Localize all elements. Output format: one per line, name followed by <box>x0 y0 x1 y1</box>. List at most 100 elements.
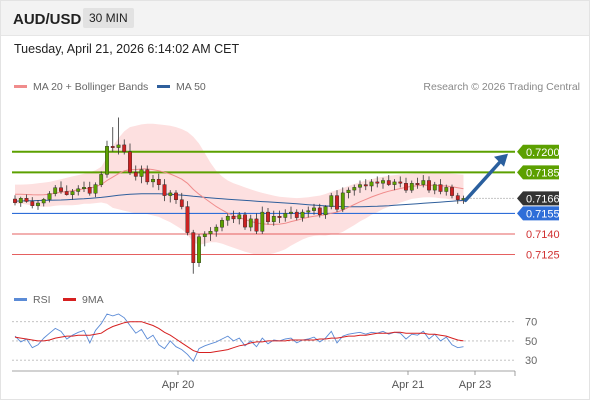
level-label-tag <box>517 144 559 159</box>
legend-rsi-label: RSI <box>33 294 51 306</box>
candles <box>13 117 466 274</box>
candle-body <box>300 211 305 218</box>
level-label-current: 0.7166 <box>526 193 560 205</box>
candle-body <box>409 183 414 191</box>
candle-body <box>243 214 247 228</box>
candle-body <box>381 180 385 184</box>
rsi-ma-line <box>14 321 464 353</box>
x-tick-label: Apr 21 <box>392 379 424 391</box>
candle-body <box>248 218 253 228</box>
rsi-panel: 70 50 30 <box>12 313 537 367</box>
candle-body <box>122 144 127 152</box>
candle-body <box>220 220 224 228</box>
candle-body <box>427 180 431 191</box>
level-label-pivot: 0.7155 <box>526 208 560 220</box>
candle-body <box>179 199 184 207</box>
bollinger-band <box>15 123 464 255</box>
ma50-swatch <box>157 84 170 88</box>
candle-body <box>128 151 132 173</box>
candle-body <box>110 146 115 148</box>
candle-body <box>64 191 69 195</box>
symbol-title: AUD/USD <box>13 11 82 28</box>
candle-body <box>266 211 270 222</box>
candle-body <box>283 213 288 218</box>
candle-body <box>260 211 265 232</box>
candle-body <box>438 184 443 192</box>
level-label-support: 0.7140 <box>526 229 560 241</box>
candle-body <box>197 236 201 263</box>
candle-body <box>335 195 339 210</box>
rsi-ma-swatch <box>63 297 76 301</box>
candle-body <box>133 172 138 177</box>
candle-body <box>369 181 374 187</box>
legend-rsi-ma-label: 9MA <box>82 294 104 306</box>
rsi-tick-label: 70 <box>525 317 537 329</box>
legend-ma-bollinger-label: MA 20 + Bollinger Bands <box>33 81 149 93</box>
forecast-arrow <box>463 153 508 203</box>
candle-body <box>312 207 316 211</box>
candle-body <box>208 230 213 235</box>
candle-body <box>93 184 98 194</box>
candle-body <box>162 184 167 196</box>
candle-body <box>70 191 75 195</box>
rsi-tick-label: 50 <box>525 336 537 348</box>
timeframe-button[interactable]: 30 MIN <box>83 8 134 28</box>
candle-body <box>363 184 368 187</box>
chart-header: AUD/USD 30 MIN <box>1 1 589 36</box>
x-tick-label: Apr 20 <box>162 379 194 391</box>
candle-body <box>392 181 397 185</box>
candle-body <box>346 189 351 194</box>
candle-body <box>168 192 173 196</box>
candle-body <box>13 198 17 203</box>
candle-body <box>450 187 454 196</box>
candle-body <box>116 144 121 148</box>
candle-body <box>306 210 311 213</box>
copyright-text: Research © 2026 Trading Central <box>423 81 580 93</box>
candle-body <box>59 187 63 192</box>
candle-body <box>156 178 161 185</box>
candle-body <box>185 206 190 233</box>
legend-ma50-label: MA 50 <box>176 81 206 93</box>
candle-body <box>82 187 86 190</box>
level-labels: 0.7200 0.7185 0.7166 0.7155 0.7140 0.7125 <box>517 144 560 262</box>
candle-body <box>415 183 420 185</box>
candle-body <box>455 195 460 200</box>
forecast-arrow-shaft <box>463 158 504 203</box>
candle-body <box>317 207 322 215</box>
level-label-support: 0.7125 <box>526 250 560 262</box>
candle-body <box>375 181 380 184</box>
candle-body <box>139 169 144 177</box>
candle-body <box>87 187 92 194</box>
legend-rsi: RSI <box>14 294 51 306</box>
rsi-line <box>14 313 464 363</box>
ma50-line <box>14 193 464 208</box>
chart-datetime: Tuesday, April 21, 2026 6:14:02 AM CET <box>14 42 240 56</box>
candle-body <box>202 233 207 237</box>
bollinger-band-fill <box>15 123 464 255</box>
forecast-arrow-head <box>494 153 508 167</box>
level-label-resistance: 0.7200 <box>526 147 560 159</box>
candle-body <box>76 188 81 192</box>
rsi-tick-label: 30 <box>525 355 537 367</box>
candle-body <box>214 226 219 232</box>
candle-body <box>444 187 449 192</box>
level-label-resistance: 0.7185 <box>526 167 560 179</box>
candle-body <box>53 187 58 194</box>
candle-body <box>352 187 357 191</box>
candle-body <box>151 178 155 183</box>
candle-body <box>329 195 334 207</box>
candle-body <box>271 215 276 222</box>
candle-body <box>47 193 52 200</box>
legend-ma50: MA 50 <box>157 81 206 93</box>
legend-rsi-ma: 9MA <box>63 294 104 306</box>
candle-body <box>145 169 150 183</box>
candle-body <box>323 206 328 216</box>
candle-body <box>404 183 408 191</box>
candle-body <box>18 197 23 203</box>
candle-body <box>99 174 104 185</box>
candle-body <box>174 192 178 200</box>
level-label-tag <box>517 191 559 206</box>
candle-body <box>289 211 293 214</box>
